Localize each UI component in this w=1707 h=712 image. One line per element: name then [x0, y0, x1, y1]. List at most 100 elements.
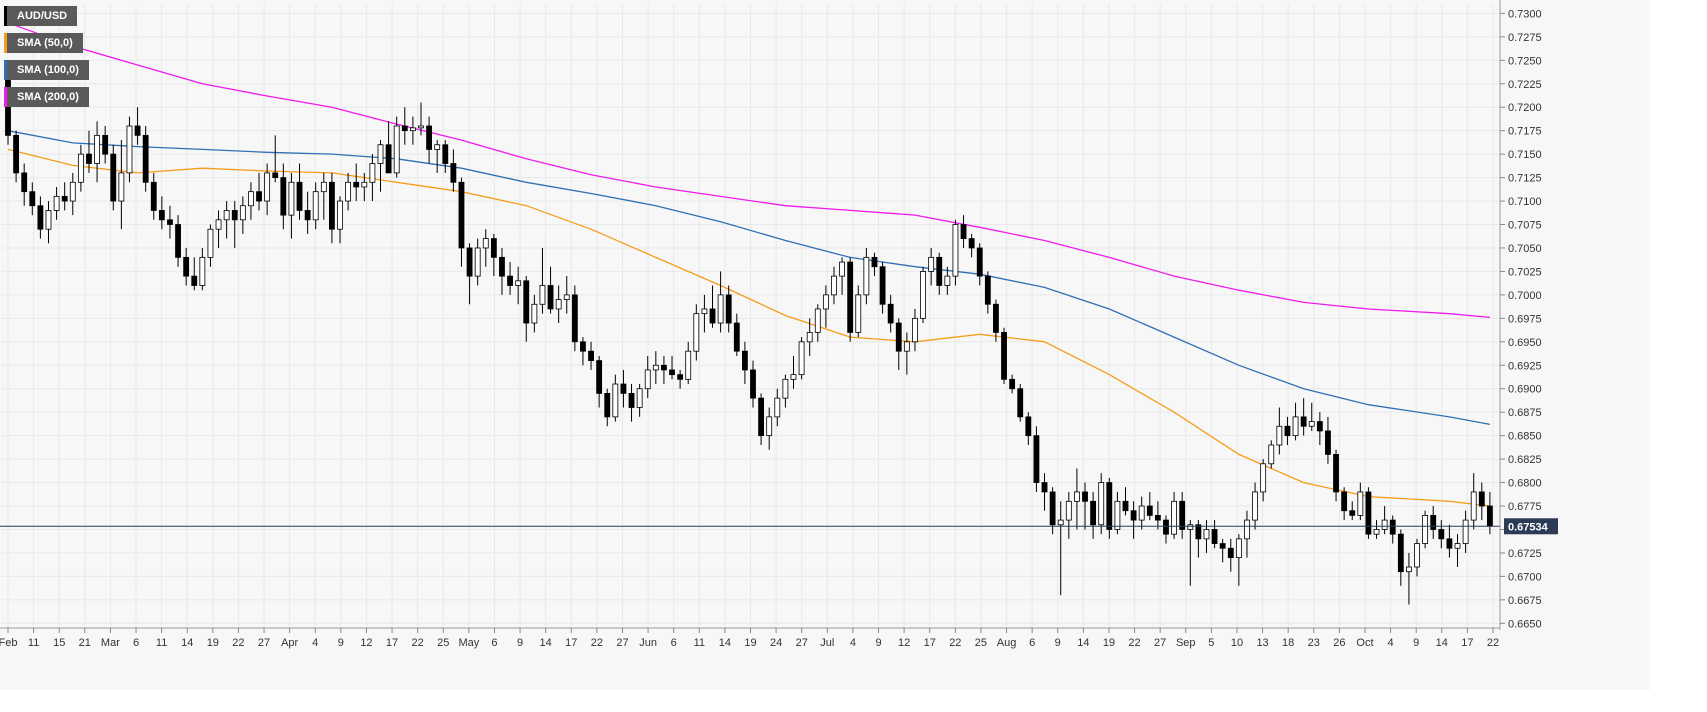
candle-body: [782, 378, 789, 399]
x-tick-label: 22: [949, 637, 961, 649]
x-tick-label: 19: [207, 637, 219, 649]
candle-body: [499, 256, 505, 277]
x-tick-label: 17: [1461, 637, 1473, 649]
candle-body: [693, 313, 700, 352]
candle-body: [806, 332, 813, 343]
candle-body: [1276, 425, 1283, 446]
candle-body: [1252, 491, 1258, 521]
candle-body: [523, 280, 530, 324]
candle-body: [191, 275, 198, 286]
candle-body: [21, 172, 28, 193]
legend-swatch: [4, 6, 7, 26]
x-tick-label: 14: [719, 637, 731, 649]
candle-body: [482, 238, 489, 249]
x-tick-label: Oct: [1356, 637, 1373, 649]
x-tick-label: 27: [1154, 637, 1166, 649]
candle-body: [644, 369, 651, 390]
candle-body: [1033, 435, 1040, 483]
candle-body: [1446, 538, 1453, 549]
candle-body: [304, 210, 311, 221]
y-tick-label: 0.7075: [1508, 220, 1542, 232]
candle-body: [175, 224, 181, 258]
candle-body: [733, 322, 740, 352]
x-tick-label: Sep: [1176, 637, 1196, 649]
y-tick-label: 0.6650: [1508, 618, 1542, 630]
x-axis: Feb 11 15 21 Mar 6 11 14 19 22 27 Apr 4 9 12 17 22 25 May 6…: [0, 627, 1500, 649]
candle-body: [677, 374, 684, 380]
candle-body: [636, 388, 643, 408]
legend-item-sma-200[interactable]: SMA (200,0): [4, 87, 89, 107]
legend-item-audusd[interactable]: AUD/USD: [4, 6, 78, 26]
candle-body: [531, 303, 538, 324]
candle-body: [385, 144, 392, 174]
x-tick-label: 25: [437, 637, 449, 649]
candle-body: [1114, 500, 1121, 530]
candle-body: [418, 125, 424, 129]
candle-body: [669, 369, 675, 376]
x-tick-label: Jun: [639, 637, 657, 649]
x-tick-label: 6: [671, 637, 677, 649]
candle-body: [1041, 482, 1048, 493]
legend-item-sma-50[interactable]: SMA (50,0): [4, 33, 83, 53]
candle-body: [968, 238, 975, 249]
candle-body: [1422, 514, 1429, 544]
candle-body: [831, 275, 837, 296]
legend-label: SMA (200,0): [17, 91, 79, 103]
candle-body: [256, 191, 262, 202]
legend-item-sma-100[interactable]: SMA (100,0): [4, 60, 89, 80]
candle-body: [1260, 463, 1267, 493]
candle-body: [401, 125, 408, 132]
y-tick-label: 0.7025: [1508, 266, 1542, 278]
candle-body: [1341, 491, 1348, 512]
y-tick-label: 0.6900: [1508, 384, 1542, 396]
candle-body: [1438, 529, 1445, 540]
candle-body: [952, 224, 959, 277]
candle-body: [1074, 491, 1080, 502]
candle-body: [652, 364, 659, 371]
x-tick-label: 11: [156, 637, 167, 649]
x-tick-label: 5: [1208, 637, 1214, 649]
candle-body: [1025, 416, 1032, 437]
candle-body: [1065, 500, 1072, 521]
candle-body: [337, 200, 343, 230]
candle-body: [53, 195, 60, 211]
candle-body: [912, 317, 918, 343]
candle-body: [409, 127, 416, 132]
candle-body: [1389, 519, 1396, 535]
candle-body: [126, 125, 133, 174]
candle-body: [1106, 482, 1113, 530]
candle-body: [434, 144, 441, 150]
y-tick-label: 0.7250: [1508, 55, 1542, 67]
x-tick-label: 12: [898, 637, 910, 649]
candles: [5, 60, 1493, 605]
y-tick-label: 0.6700: [1508, 571, 1542, 583]
x-tick-label: 22: [1128, 637, 1140, 649]
candle-body: [1057, 519, 1064, 526]
candle-body: [1454, 543, 1461, 549]
sma-lines: [7, 22, 1491, 507]
legend-swatch: [4, 33, 7, 53]
sma-line: [7, 148, 1490, 507]
legend-label: SMA (50,0): [17, 37, 73, 49]
x-tick-label: 14: [540, 637, 552, 649]
candle-body: [183, 256, 190, 277]
x-tick-label: 26: [1333, 637, 1345, 649]
candle-body: [855, 294, 862, 333]
x-tick-label: 12: [360, 637, 372, 649]
candle-body: [563, 294, 570, 300]
candle-body: [1325, 430, 1331, 455]
candle-body: [944, 275, 951, 286]
x-tick-label: 27: [796, 637, 808, 649]
candle-body: [1486, 505, 1493, 527]
candle-body: [766, 416, 773, 437]
candle-body: [239, 205, 246, 221]
candle-body: [993, 303, 999, 333]
candle-body: [822, 294, 829, 310]
x-tick-label: 9: [875, 637, 881, 649]
y-tick-label: 0.7000: [1508, 290, 1542, 302]
candle-body: [928, 256, 935, 272]
candle-body: [539, 285, 546, 305]
candle-body: [1478, 491, 1485, 507]
x-tick-label: 18: [1282, 637, 1294, 649]
candle-body: [628, 393, 635, 408]
